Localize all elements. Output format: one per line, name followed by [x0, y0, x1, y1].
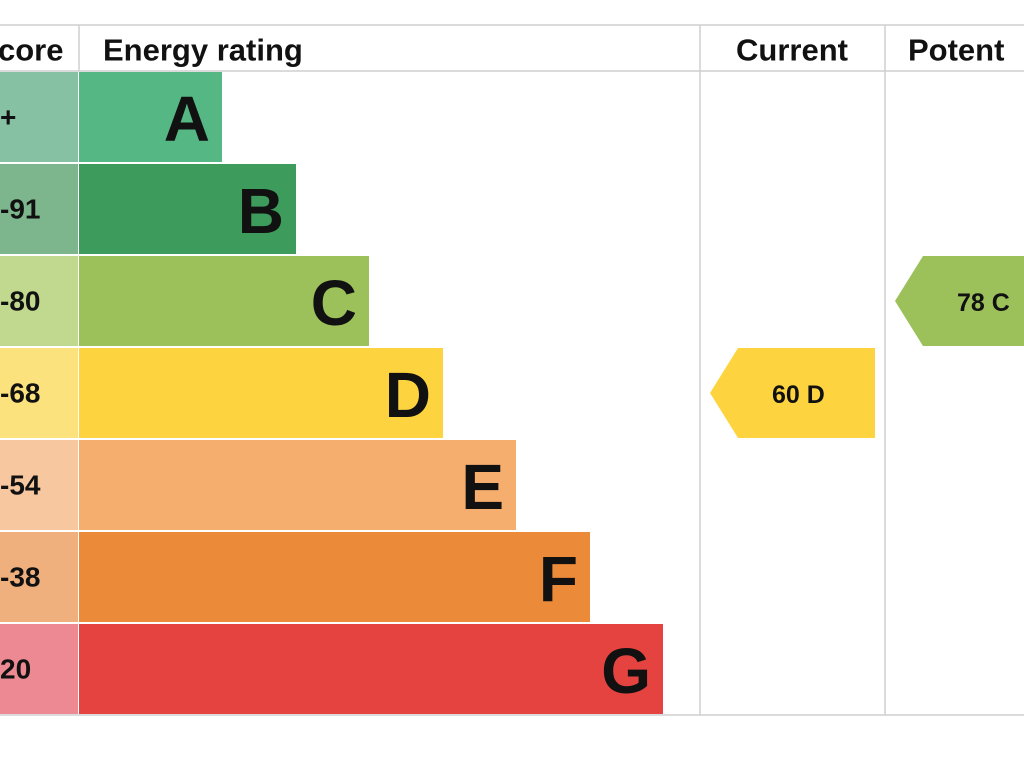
score-cell	[0, 72, 78, 162]
score-label: -38	[0, 562, 40, 593]
rating-bar	[79, 348, 443, 438]
rating-letter: C	[311, 267, 357, 339]
score-cell	[0, 532, 78, 622]
rating-bar	[79, 624, 663, 714]
score-cell	[0, 348, 78, 438]
rating-bar	[79, 440, 516, 530]
rating-bar	[79, 532, 590, 622]
rating-letter: D	[385, 359, 431, 431]
rating-bar	[79, 72, 222, 162]
score-cell	[0, 624, 78, 714]
score-label: -54	[0, 470, 41, 501]
score-cell	[0, 256, 78, 346]
potential-header: Potent	[908, 33, 1004, 68]
score-label: -91	[0, 194, 40, 225]
potential-arrow	[895, 256, 1024, 346]
current-label: 60 D	[772, 381, 825, 409]
score-label: 20	[0, 654, 31, 685]
score-label: +	[0, 102, 16, 133]
rating-header: Energy rating	[103, 33, 303, 68]
score-label: -80	[0, 286, 40, 317]
rating-bar	[79, 164, 296, 254]
score-cell	[0, 440, 78, 530]
rating-bar	[79, 256, 369, 346]
rating-letter: G	[601, 635, 651, 707]
score-header: core	[0, 33, 63, 68]
potential-label: 78 C	[957, 289, 1010, 317]
score-label: -68	[0, 378, 40, 409]
current-arrow	[710, 348, 875, 438]
rating-letter: A	[164, 83, 210, 155]
current-header: Current	[736, 33, 848, 68]
score-cell	[0, 164, 78, 254]
rating-letter: E	[461, 451, 504, 523]
rating-letter: B	[238, 175, 284, 247]
rating-letter: F	[539, 543, 578, 615]
